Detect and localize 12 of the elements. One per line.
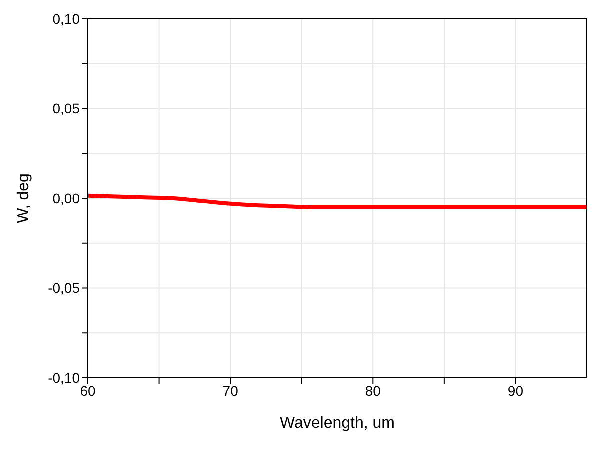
x-tick-label: 60 xyxy=(80,382,96,399)
line-series xyxy=(88,194,587,210)
x-tick-label: 90 xyxy=(508,382,524,399)
x-tick-label: 70 xyxy=(222,382,239,399)
y-tick-label: 0,00 xyxy=(52,190,80,206)
x-axis-title: Wavelength, um xyxy=(280,415,396,432)
y-tick-label: -0,10 xyxy=(48,370,80,386)
y-tick-label: 0,05 xyxy=(52,100,80,117)
y-tick-label: 0,10 xyxy=(52,10,80,27)
y-tick-label: -0,05 xyxy=(48,280,80,296)
x-tick-label: 80 xyxy=(365,382,382,399)
y-axis-title: W, deg xyxy=(16,174,33,224)
